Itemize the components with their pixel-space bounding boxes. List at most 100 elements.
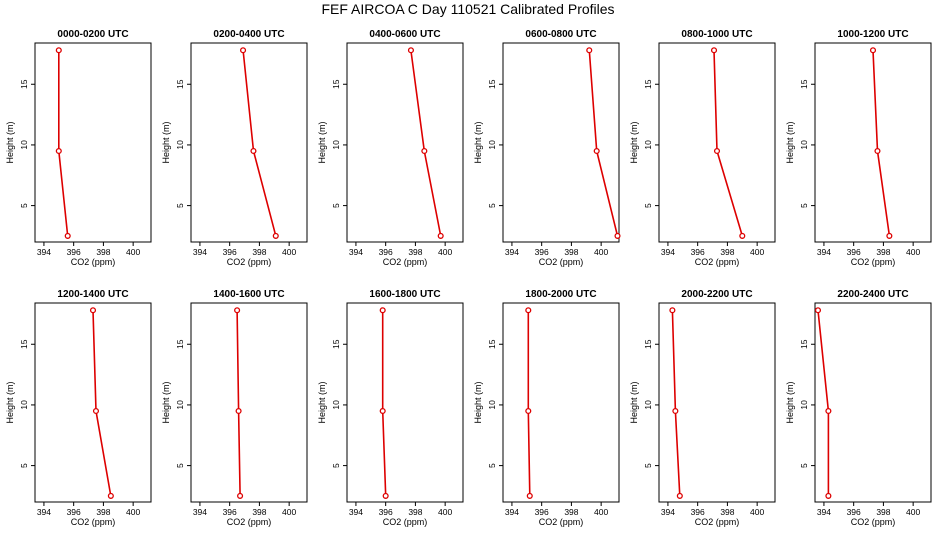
y-axis-label: Height (m) bbox=[629, 121, 639, 163]
y-tick-label: 5 bbox=[175, 203, 185, 208]
data-point bbox=[421, 147, 428, 155]
y-tick-label: 5 bbox=[643, 203, 653, 208]
x-tick-label: 400 bbox=[594, 247, 608, 257]
profile-line bbox=[527, 310, 531, 496]
data-point bbox=[437, 232, 444, 239]
data-point bbox=[272, 232, 279, 239]
y-tick-label: 10 bbox=[799, 140, 809, 150]
profile-line bbox=[872, 50, 891, 237]
x-axis-label: CO2 (ppm) bbox=[851, 517, 896, 527]
data-point bbox=[407, 47, 414, 54]
y-axis-label: Height (m) bbox=[629, 381, 639, 423]
y-tick-label: 5 bbox=[331, 203, 341, 208]
y-tick-label: 5 bbox=[799, 203, 809, 208]
y-tick-label: 5 bbox=[19, 203, 29, 208]
x-tick-label: 394 bbox=[817, 507, 831, 517]
plot-frame bbox=[658, 302, 776, 503]
x-axis-label: CO2 (ppm) bbox=[539, 517, 584, 527]
data-point bbox=[886, 232, 893, 239]
x-axis-label: CO2 (ppm) bbox=[695, 257, 740, 267]
y-axis-label: Height (m) bbox=[161, 121, 171, 163]
profile-line bbox=[242, 50, 277, 237]
plot-frame bbox=[346, 42, 464, 243]
data-point bbox=[379, 407, 386, 415]
chart-panel: 1000-1200 UTC 394 396 398 400 CO2 (ppm) 5 10 15 H… bbox=[785, 29, 932, 267]
y-tick-label: 5 bbox=[19, 463, 29, 468]
chart-title: 2200-2400 UTC bbox=[837, 289, 908, 300]
x-tick-label: 394 bbox=[661, 247, 675, 257]
data-point bbox=[614, 232, 621, 239]
data-point bbox=[676, 492, 683, 499]
y-tick-label: 15 bbox=[19, 339, 29, 349]
y-tick-label: 15 bbox=[175, 79, 185, 89]
x-tick-label: 396 bbox=[691, 507, 705, 517]
plot-frame bbox=[502, 302, 620, 503]
x-tick-label: 396 bbox=[67, 247, 81, 257]
x-tick-label: 400 bbox=[126, 247, 140, 257]
data-point bbox=[739, 232, 746, 239]
x-axis-label: CO2 (ppm) bbox=[851, 257, 896, 267]
y-tick-label: 10 bbox=[331, 140, 341, 150]
y-tick-label: 15 bbox=[643, 339, 653, 349]
x-tick-label: 400 bbox=[438, 247, 452, 257]
x-axis-label: CO2 (ppm) bbox=[383, 257, 428, 267]
chart-panel: 0200-0400 UTC 394 396 398 400 CO2 (ppm) 5 10 15 H… bbox=[161, 29, 308, 267]
x-tick-label: 394 bbox=[37, 507, 51, 517]
chart-title: 0600-0800 UTC bbox=[525, 29, 596, 40]
profile-line bbox=[381, 310, 387, 496]
y-tick-label: 15 bbox=[331, 339, 341, 349]
plot-frame bbox=[814, 42, 932, 243]
data-point bbox=[869, 47, 877, 54]
data-point bbox=[92, 407, 100, 415]
plot-frame bbox=[34, 42, 152, 243]
chart-panel: 0000-0200 UTC 394 396 398 400 CO2 (ppm) 5 10 15 H… bbox=[5, 29, 152, 267]
x-tick-label: 398 bbox=[876, 247, 890, 257]
x-tick-label: 400 bbox=[906, 507, 920, 517]
x-tick-label: 394 bbox=[505, 507, 519, 517]
y-tick-label: 15 bbox=[643, 79, 653, 89]
x-tick-label: 394 bbox=[193, 247, 207, 257]
chart-title: 2000-2200 UTC bbox=[681, 289, 752, 300]
chart-panel: 1600-1800 UTC 394 396 398 400 CO2 (ppm) 5 10 15 H… bbox=[317, 289, 464, 527]
x-axis-label: CO2 (ppm) bbox=[71, 257, 116, 267]
profile-line bbox=[817, 310, 830, 496]
x-tick-label: 398 bbox=[252, 247, 266, 257]
y-tick-label: 5 bbox=[643, 463, 653, 468]
x-tick-label: 398 bbox=[252, 507, 266, 517]
profile-line bbox=[410, 50, 442, 237]
profile-line bbox=[671, 310, 681, 496]
chart-title: 0800-1000 UTC bbox=[681, 29, 752, 40]
y-tick-label: 10 bbox=[487, 140, 497, 150]
x-tick-label: 400 bbox=[750, 507, 764, 517]
y-tick-label: 5 bbox=[175, 463, 185, 468]
plot-frame bbox=[34, 302, 152, 503]
plot-frame bbox=[502, 42, 620, 243]
data-point bbox=[240, 47, 247, 54]
x-tick-label: 400 bbox=[906, 247, 920, 257]
x-tick-label: 398 bbox=[564, 507, 578, 517]
data-point bbox=[825, 492, 832, 499]
y-axis-label: Height (m) bbox=[785, 381, 795, 423]
y-tick-label: 15 bbox=[487, 79, 497, 89]
x-axis-label: CO2 (ppm) bbox=[71, 517, 116, 527]
data-point bbox=[250, 147, 257, 155]
x-tick-label: 398 bbox=[96, 507, 110, 517]
x-tick-label: 394 bbox=[661, 507, 675, 517]
x-tick-label: 398 bbox=[96, 247, 110, 257]
y-tick-label: 15 bbox=[487, 339, 497, 349]
profile-line bbox=[236, 310, 241, 496]
chart-panel: 1800-2000 UTC 394 396 398 400 CO2 (ppm) 5 10 15 H… bbox=[473, 289, 620, 527]
chart-panel: 1200-1400 UTC 394 396 398 400 CO2 (ppm) 5 10 15 H… bbox=[5, 289, 152, 527]
y-tick-label: 15 bbox=[331, 79, 341, 89]
y-tick-label: 10 bbox=[643, 400, 653, 410]
page-title: FEF AIRCOA C Day 110521 Calibrated Profi… bbox=[321, 1, 615, 17]
x-tick-label: 396 bbox=[847, 507, 861, 517]
profile-line bbox=[713, 50, 744, 237]
x-tick-label: 396 bbox=[847, 247, 861, 257]
x-tick-label: 400 bbox=[594, 507, 608, 517]
chart-title: 1200-1400 UTC bbox=[57, 289, 128, 300]
plot-frame bbox=[190, 302, 308, 503]
chart-panel: 0600-0800 UTC 394 396 398 400 CO2 (ppm) 5 10 15 H… bbox=[473, 29, 621, 267]
x-tick-label: 396 bbox=[691, 247, 705, 257]
data-point bbox=[89, 307, 97, 314]
